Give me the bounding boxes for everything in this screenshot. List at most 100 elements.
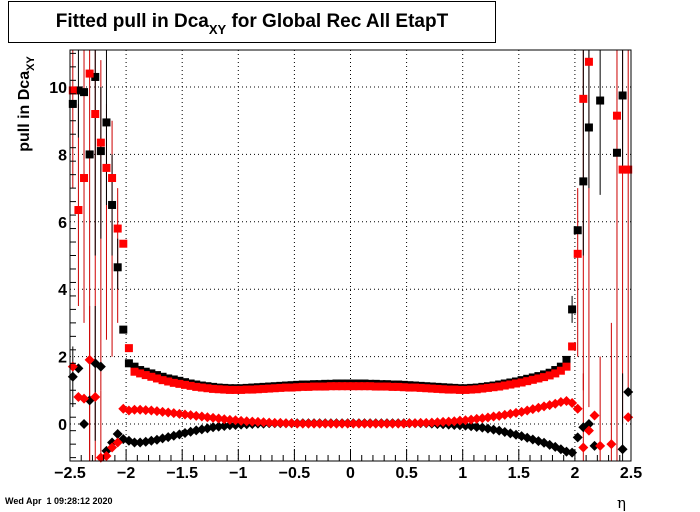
square-marker xyxy=(399,383,408,392)
square-marker xyxy=(439,385,448,394)
square-marker xyxy=(405,383,414,392)
square-marker xyxy=(248,385,257,394)
diamond-marker xyxy=(264,417,275,428)
diamond-marker xyxy=(129,437,140,448)
x-axis-label: η xyxy=(617,494,626,512)
diamond-marker xyxy=(376,418,387,429)
diamond-marker xyxy=(583,425,594,436)
square-marker xyxy=(360,382,369,391)
square-marker xyxy=(556,366,565,375)
square-marker xyxy=(338,382,347,391)
square-marker xyxy=(298,382,307,391)
square-marker xyxy=(579,177,588,186)
square-marker xyxy=(540,373,549,382)
diamond-marker xyxy=(606,439,617,450)
square-marker xyxy=(102,118,111,127)
diamond-marker xyxy=(387,418,398,429)
x-tick-label: 2 xyxy=(570,465,579,482)
square-marker xyxy=(186,381,195,390)
x-tick-label: 0 xyxy=(346,465,355,482)
diamond-marker xyxy=(112,429,123,440)
square-marker xyxy=(96,138,105,147)
diamond-marker xyxy=(421,417,432,428)
square-marker xyxy=(124,359,133,368)
diamond-marker xyxy=(275,417,286,428)
x-tick-label: −2 xyxy=(117,465,135,482)
diamond-marker xyxy=(135,404,146,415)
diamond-marker xyxy=(292,418,303,429)
plot-frame xyxy=(69,49,632,462)
y-tick-label: 4 xyxy=(58,282,67,299)
diamond-marker xyxy=(303,418,314,429)
square-marker xyxy=(366,382,375,391)
square-marker xyxy=(371,382,380,391)
diamond-marker xyxy=(617,444,628,455)
square-marker xyxy=(130,367,139,376)
diamond-marker xyxy=(286,418,297,429)
diamond-marker xyxy=(572,432,583,443)
square-marker xyxy=(85,150,94,159)
diamond-marker xyxy=(107,437,118,448)
square-marker xyxy=(495,382,504,391)
square-marker xyxy=(411,383,420,392)
square-marker xyxy=(152,374,161,383)
diamond-marker xyxy=(331,418,342,429)
square-marker xyxy=(534,374,543,383)
square-marker xyxy=(388,382,397,391)
diamond-marker xyxy=(438,416,449,427)
diamond-marker xyxy=(432,417,443,428)
square-marker xyxy=(444,385,453,394)
grid-lines xyxy=(69,50,632,461)
error-bars xyxy=(72,50,629,461)
square-marker xyxy=(624,165,633,174)
diamond-marker xyxy=(325,418,336,429)
diamond-marker xyxy=(79,418,90,429)
square-marker xyxy=(416,383,425,392)
square-marker xyxy=(326,382,335,391)
diamond-marker xyxy=(337,418,348,429)
chart-title-suffix: for Global Rec All EtapT xyxy=(226,11,449,32)
square-marker xyxy=(511,379,520,388)
chart-title-prefix: Fitted pull in Dca xyxy=(55,11,209,32)
diamond-marker xyxy=(623,386,634,397)
square-marker xyxy=(596,96,605,105)
diamond-marker xyxy=(595,440,606,451)
square-marker xyxy=(220,385,229,394)
square-marker xyxy=(472,385,481,394)
square-marker xyxy=(579,94,588,103)
square-marker xyxy=(562,355,571,364)
square-marker xyxy=(354,382,363,391)
y-tick-label: 2 xyxy=(58,350,67,367)
diamond-marker xyxy=(426,417,437,428)
x-tick-label: −2.5 xyxy=(54,465,86,482)
square-marker xyxy=(304,382,313,391)
square-marker xyxy=(119,239,128,248)
square-marker xyxy=(197,383,206,392)
square-marker xyxy=(551,369,560,378)
square-marker xyxy=(169,378,178,387)
square-marker xyxy=(231,385,240,394)
diamond-marker xyxy=(589,440,600,451)
square-marker xyxy=(108,174,117,183)
square-marker xyxy=(85,69,94,78)
square-marker xyxy=(427,384,436,393)
square-marker xyxy=(192,382,201,391)
chart-title-subscript: XY xyxy=(208,21,227,37)
square-marker xyxy=(74,86,83,95)
diamond-marker xyxy=(129,404,140,415)
x-tick-label: 2.5 xyxy=(620,465,642,482)
diamond-marker xyxy=(90,391,101,402)
diamond-marker xyxy=(107,442,118,453)
square-marker xyxy=(113,263,122,272)
square-marker xyxy=(433,384,442,393)
square-marker xyxy=(377,382,386,391)
square-marker xyxy=(618,91,627,100)
diamond-marker xyxy=(84,354,95,365)
diamond-marker xyxy=(365,418,376,429)
square-marker xyxy=(394,382,403,391)
square-marker xyxy=(91,110,100,119)
axis-tick-labels: −2.5 −2 −1.5 −1 −0.5 0 0.5 1 1.5 2 2.5 0 2 4 6 8 10 xyxy=(49,80,642,482)
y-tick-label: 0 xyxy=(58,417,67,434)
y-tick-label: 8 xyxy=(58,147,67,164)
